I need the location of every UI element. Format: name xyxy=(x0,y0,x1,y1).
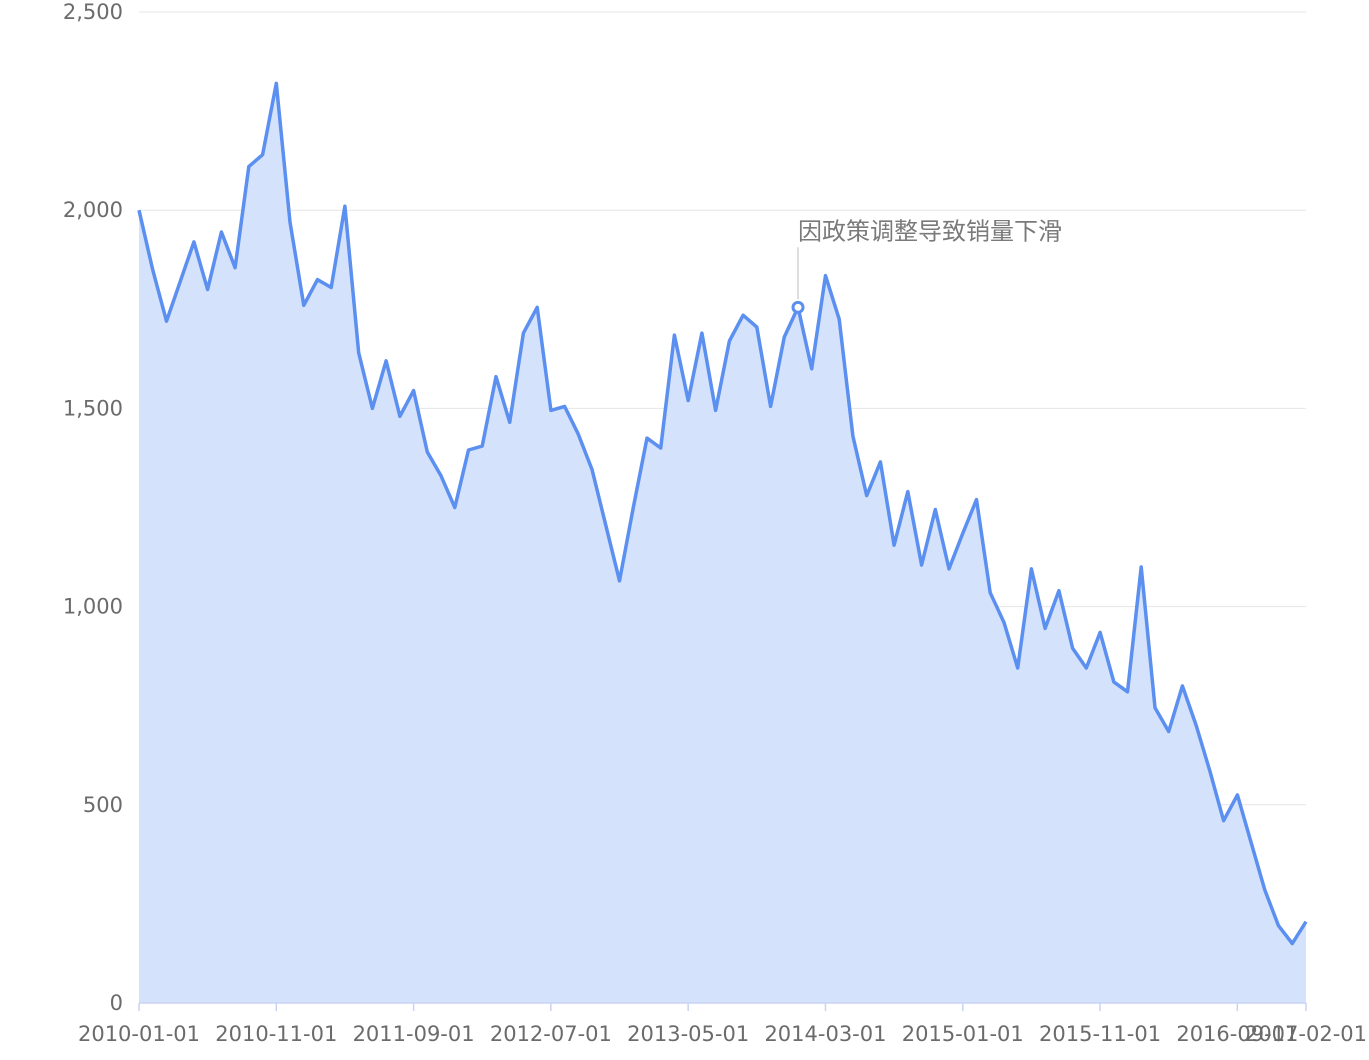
annotation-marker xyxy=(791,300,805,314)
series-line xyxy=(137,81,1308,946)
y-tick-label: 0 xyxy=(110,991,123,1015)
x-tick-label: 2017-02-01 xyxy=(1245,1022,1367,1046)
y-tick-label: 2,500 xyxy=(63,0,123,24)
x-tick-label: 2012-07-01 xyxy=(490,1022,612,1046)
series-area xyxy=(139,83,1306,1003)
x-tick-label: 2015-01-01 xyxy=(902,1022,1024,1046)
x-tick-label: 2014-03-01 xyxy=(764,1022,886,1046)
y-tick-label: 1,500 xyxy=(63,396,123,420)
x-tick-label: 2013-05-01 xyxy=(627,1022,749,1046)
x-tick-label: 2016-09-01 xyxy=(1176,1022,1298,1046)
y-tick-label: 2,000 xyxy=(63,198,123,222)
y-axis: 0 500 1,000 1,500 2,000 2,500 xyxy=(63,0,123,1015)
x-tick-label: 2010-01-01 xyxy=(78,1022,200,1046)
x-tick-label: 2011-09-01 xyxy=(353,1022,475,1046)
annotation-label: 因政策调整导致销量下滑 xyxy=(798,217,1062,245)
x-tick-label: 2010-11-01 xyxy=(215,1022,337,1046)
x-tick-label: 2015-11-01 xyxy=(1039,1022,1161,1046)
y-tick-label: 500 xyxy=(83,793,123,817)
annotations: 因政策调整导致销量下滑 xyxy=(791,217,1062,314)
x-axis: 2010-01-01 2010-11-01 2011-09-01 2012-07-01… xyxy=(78,1003,1367,1046)
y-tick-label: 1,000 xyxy=(63,595,123,619)
